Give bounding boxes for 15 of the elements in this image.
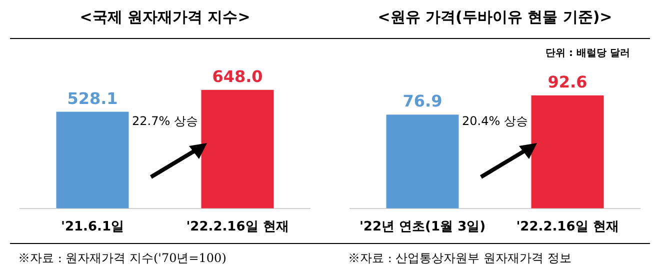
- data-label: 648.0: [212, 66, 263, 86]
- text: 단위 : 배럴당 달러: [546, 47, 630, 60]
- text: ※자료 : 원자재가격 지수('70년=100): [18, 250, 226, 267]
- data-label: 92.6: [548, 72, 588, 92]
- data-label: 528.1: [67, 88, 118, 108]
- data-label: 76.9: [402, 92, 442, 111]
- annotation: 22.7% 상승: [132, 114, 198, 128]
- annotation: 20.4% 상승: [462, 114, 528, 128]
- x-tick-label: '21.6.1일: [60, 220, 124, 235]
- text: ※자료 : 산업통상자원부 원자재가격 정보: [348, 250, 572, 267]
- x-tick-label: '22년 연초(1월 3일): [359, 220, 486, 235]
- chart-title: <국제 원자재가격 지수>: [78, 8, 252, 27]
- chart-title: <원유 가격(두바이유 현물 기준)>: [376, 8, 614, 27]
- x-tick-label: '22.2.16일 현재: [516, 220, 619, 235]
- x-tick-label: '22.2.16일 현재: [186, 220, 289, 235]
